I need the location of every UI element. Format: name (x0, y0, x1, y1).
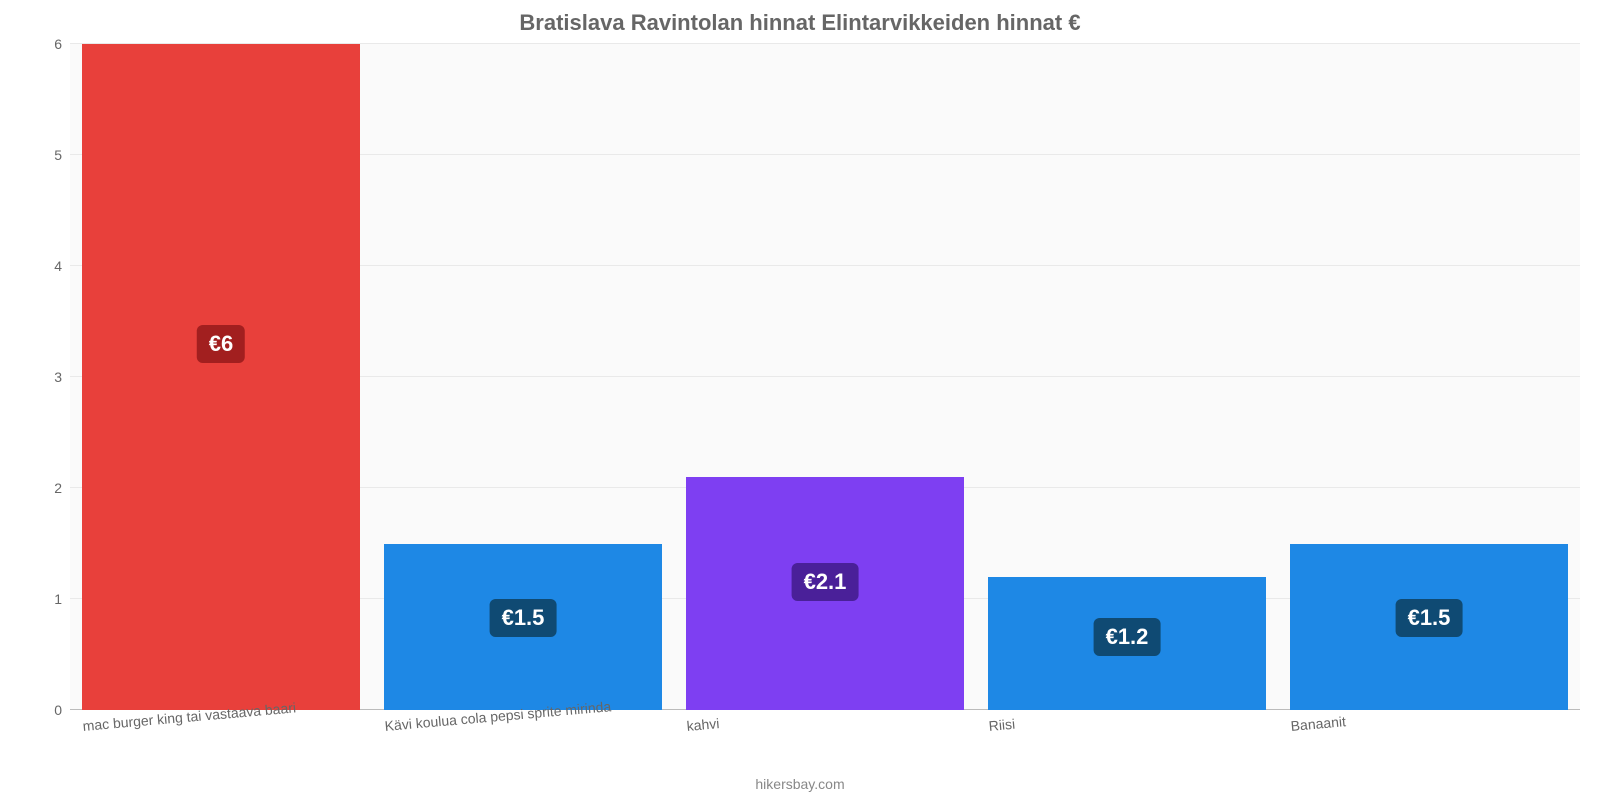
y-tick-label: 5 (54, 147, 62, 163)
y-tick-label: 2 (54, 480, 62, 496)
bar-value-label: €1.5 (490, 599, 557, 637)
y-tick-label: 0 (54, 702, 62, 718)
y-tick-label: 3 (54, 369, 62, 385)
y-tick-label: 1 (54, 591, 62, 607)
bar-value-label: €2.1 (792, 563, 859, 601)
y-tick-label: 4 (54, 258, 62, 274)
attribution-text: hikersbay.com (0, 776, 1600, 792)
plot-area: 0123456€6mac burger king tai vastaava ba… (70, 44, 1580, 710)
bar (82, 44, 360, 710)
bar-value-label: €6 (197, 325, 245, 363)
y-tick-label: 6 (54, 36, 62, 52)
x-tick-label: Riisi (988, 716, 1016, 734)
bar-value-label: €1.5 (1396, 599, 1463, 637)
x-tick-label: kahvi (686, 715, 720, 734)
price-bar-chart: Bratislava Ravintolan hinnat Elintarvikk… (0, 0, 1600, 800)
x-tick-label: Banaanit (1290, 713, 1346, 734)
bar-value-label: €1.2 (1094, 618, 1161, 656)
chart-title: Bratislava Ravintolan hinnat Elintarvikk… (0, 10, 1600, 36)
